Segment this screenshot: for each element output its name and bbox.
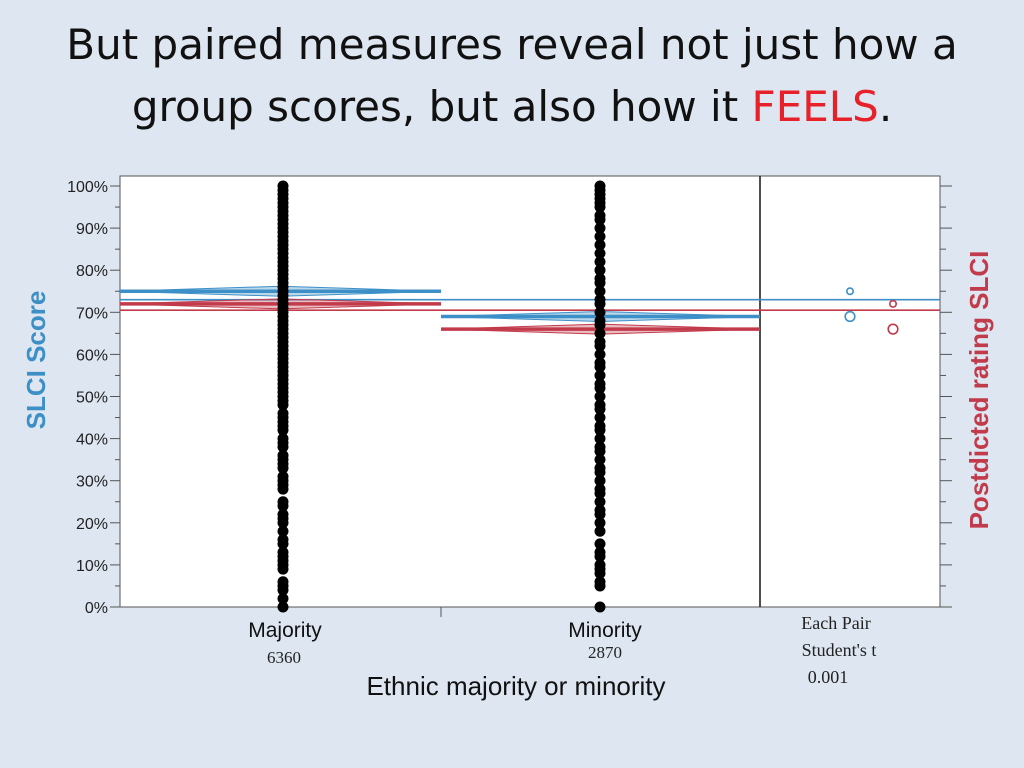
data-point xyxy=(277,576,289,588)
data-point xyxy=(594,315,606,327)
data-point xyxy=(277,470,289,482)
x-axis-title: Ethnic majority or minority xyxy=(366,671,665,701)
data-point xyxy=(594,601,606,613)
right-axis-ticks xyxy=(940,185,952,608)
y-axis-title-left: SLCI Score xyxy=(21,291,51,430)
data-point xyxy=(594,336,606,348)
data-point xyxy=(594,504,606,516)
comparison-circle xyxy=(888,299,897,308)
data-point xyxy=(594,391,606,402)
data-point xyxy=(594,559,606,571)
data-point xyxy=(594,525,606,537)
data-point xyxy=(277,601,289,613)
data-point xyxy=(594,180,606,192)
data-point xyxy=(594,433,606,445)
title-line-1: But paired measures reveal not just how … xyxy=(66,20,958,69)
title-highlight: FEELS xyxy=(751,82,879,131)
data-point xyxy=(594,517,606,529)
data-point xyxy=(594,576,606,588)
data-point xyxy=(594,306,606,318)
data-point xyxy=(594,399,606,411)
data-point xyxy=(594,378,606,390)
data-point xyxy=(277,508,289,520)
data-point xyxy=(594,273,606,285)
data-point xyxy=(594,546,606,558)
y-axis: 0% 10% 20% 30% 40% 50% 60% 70% 80% 90% 100% xyxy=(67,179,120,617)
data-point xyxy=(594,247,606,259)
data-point xyxy=(277,534,289,546)
y-tick-label: 80% xyxy=(76,263,108,280)
plot-frame xyxy=(119,175,941,617)
data-point xyxy=(594,538,606,550)
data-point xyxy=(594,239,606,251)
data-point xyxy=(594,412,606,424)
plot-background xyxy=(119,175,941,608)
data-point xyxy=(277,593,289,605)
category-label-majority: Majority xyxy=(248,619,322,642)
data-point xyxy=(594,357,606,369)
count-label-majority: 6360 xyxy=(267,648,301,667)
y-tick-label: 40% xyxy=(76,432,108,449)
data-point xyxy=(594,294,606,306)
data-point xyxy=(594,369,606,381)
data-point xyxy=(594,496,606,508)
comparison-circle xyxy=(845,287,854,296)
y-axis-title-right: Postdicted rating SLCI xyxy=(964,251,994,530)
category-label-minority: Minority xyxy=(568,619,642,642)
title-line-2-end: . xyxy=(878,82,893,131)
y-tick-label: 10% xyxy=(76,558,108,575)
axis-labels: Majority 6360 Minority 2870 Ethnic major… xyxy=(21,251,994,701)
data-point xyxy=(594,462,606,474)
y-tick-label: 90% xyxy=(76,221,108,238)
data-point xyxy=(277,546,289,558)
alpha-label: 0.001 xyxy=(808,667,849,687)
pair-label-2: Student's t xyxy=(802,640,877,660)
data-point xyxy=(594,222,606,234)
comparison-circles xyxy=(844,287,899,335)
data-point xyxy=(594,285,606,297)
data-point xyxy=(277,180,289,192)
pair-label-1: Each Pair xyxy=(801,613,870,633)
y-tick-label: 70% xyxy=(76,305,108,322)
slide-title: But paired measures reveal not just how … xyxy=(0,14,1024,138)
y-tick-label: 30% xyxy=(76,474,108,491)
y-tick-label: 50% xyxy=(76,390,108,407)
y-tick-label: 60% xyxy=(76,347,108,364)
data-point xyxy=(594,475,606,487)
data-point xyxy=(594,441,606,453)
data-point xyxy=(277,496,289,508)
y-tick-label: 0% xyxy=(85,600,108,617)
title-line-2-text: group scores, but also how it xyxy=(131,82,752,131)
data-points xyxy=(277,180,606,613)
count-label-minority: 2870 xyxy=(588,643,622,662)
title-line-2: group scores, but also how it FEELS. xyxy=(0,76,1024,138)
data-point xyxy=(277,449,289,461)
data-point xyxy=(594,420,606,432)
y-tick-label: 100% xyxy=(67,179,108,196)
data-point xyxy=(594,327,606,339)
data-point xyxy=(594,264,606,276)
y-tick-label: 20% xyxy=(76,516,108,533)
data-point xyxy=(277,433,289,445)
data-point xyxy=(594,209,606,221)
comparison-circle xyxy=(844,310,856,323)
data-point xyxy=(594,454,606,466)
data-point xyxy=(594,348,606,360)
data-point xyxy=(594,483,606,495)
comparison-circle xyxy=(887,323,899,335)
data-point xyxy=(594,231,606,243)
data-point xyxy=(594,256,606,268)
data-point xyxy=(277,407,289,419)
data-point xyxy=(277,525,289,537)
